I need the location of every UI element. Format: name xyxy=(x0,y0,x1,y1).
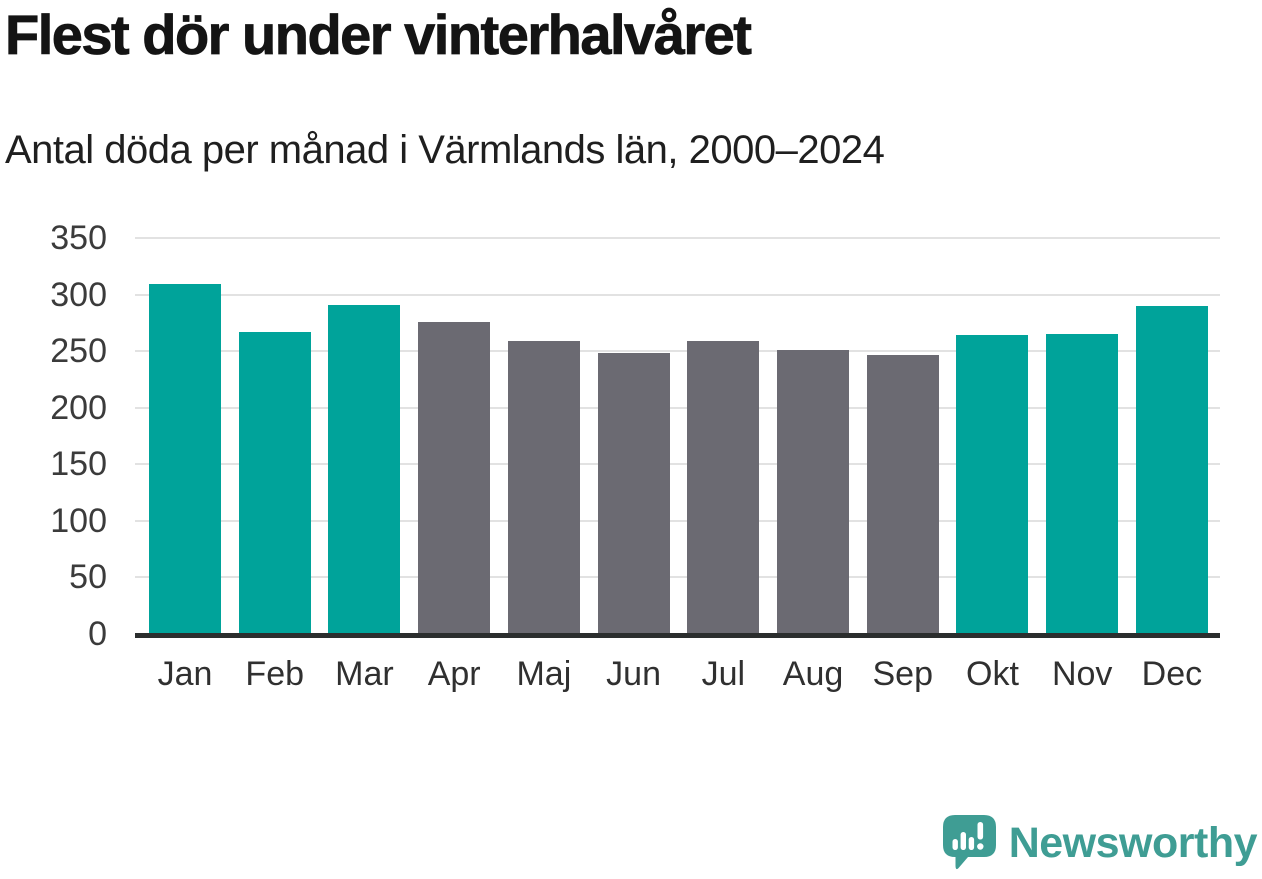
bar-okt xyxy=(956,335,1029,634)
x-tick-label-okt: Okt xyxy=(966,655,1019,693)
y-tick-label-300: 300 xyxy=(50,275,107,314)
x-tick-label-jun: Jun xyxy=(606,655,661,693)
x-tick-label-nov: Nov xyxy=(1051,655,1113,693)
gridline-350 xyxy=(135,237,1220,239)
chart-subtitle: Antal döda per månad i Värmlands län, 20… xyxy=(5,128,885,172)
x-tick-label-sep: Sep xyxy=(872,655,934,693)
newsworthy-wordmark: Newsworthy xyxy=(1008,819,1258,867)
bars-row xyxy=(135,238,1220,634)
newsworthy-bubble-chart-icon xyxy=(942,815,996,870)
bar-apr xyxy=(418,321,491,634)
x-tick-label-jan: Jan xyxy=(157,655,213,693)
y-tick-label-250: 250 xyxy=(50,332,107,371)
y-tick-label-350: 350 xyxy=(50,219,107,257)
y-axis-tick-labels: 0 50 100 150 200 250 300 350 xyxy=(0,219,107,653)
y-tick-label-150: 150 xyxy=(50,445,107,484)
bar-aug xyxy=(777,350,850,634)
gridline-100 xyxy=(135,519,1220,522)
bar-nov xyxy=(1046,334,1119,634)
x-tick-label-maj: Maj xyxy=(516,655,572,693)
gridline-250 xyxy=(135,350,1220,353)
bar-jul xyxy=(687,340,760,634)
gridline-300 xyxy=(135,293,1220,296)
bar-jan xyxy=(149,284,221,634)
y-tick-label-100: 100 xyxy=(50,501,107,540)
x-axis-line xyxy=(135,633,1220,638)
bar-mar xyxy=(328,304,401,634)
x-axis-tick-labels: Jan Feb Mar Apr Maj Jun Jul Aug Sep Okt Nov Dec xyxy=(135,652,1220,696)
x-tick-label-jul: Jul xyxy=(701,655,746,693)
y-tick-label-0: 0 xyxy=(88,615,107,653)
bar-feb xyxy=(238,331,311,634)
bar-jun xyxy=(597,353,670,634)
gridline-50 xyxy=(135,576,1220,579)
gridline-150 xyxy=(135,463,1220,466)
bar-sep xyxy=(866,354,939,634)
x-tick-label-aug: Aug xyxy=(782,655,844,693)
chart-title: Flest dör under vinterhalvåret xyxy=(5,3,753,67)
x-tick-label-dec: Dec xyxy=(1141,655,1203,693)
x-tick-label-mar: Mar xyxy=(335,655,394,693)
bar-dec xyxy=(1135,305,1208,634)
bar-maj xyxy=(507,340,580,634)
y-tick-label-50: 50 xyxy=(69,558,107,597)
y-tick-label-200: 200 xyxy=(50,388,107,427)
x-tick-label-apr: Apr xyxy=(427,655,481,693)
newsworthy-logo: Newsworthy xyxy=(942,814,1258,873)
plot-area xyxy=(135,237,1220,638)
x-tick-label-feb: Feb xyxy=(245,655,305,693)
gridline-200 xyxy=(135,406,1220,409)
